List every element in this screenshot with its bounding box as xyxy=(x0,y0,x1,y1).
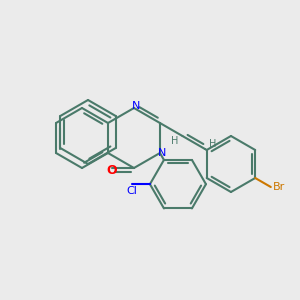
Text: Br: Br xyxy=(273,182,285,192)
Text: H: H xyxy=(171,136,179,146)
Text: N: N xyxy=(132,101,140,111)
Text: Cl: Cl xyxy=(127,186,137,196)
Text: O: O xyxy=(106,164,117,176)
Text: H: H xyxy=(209,139,216,149)
Text: N: N xyxy=(158,148,166,158)
